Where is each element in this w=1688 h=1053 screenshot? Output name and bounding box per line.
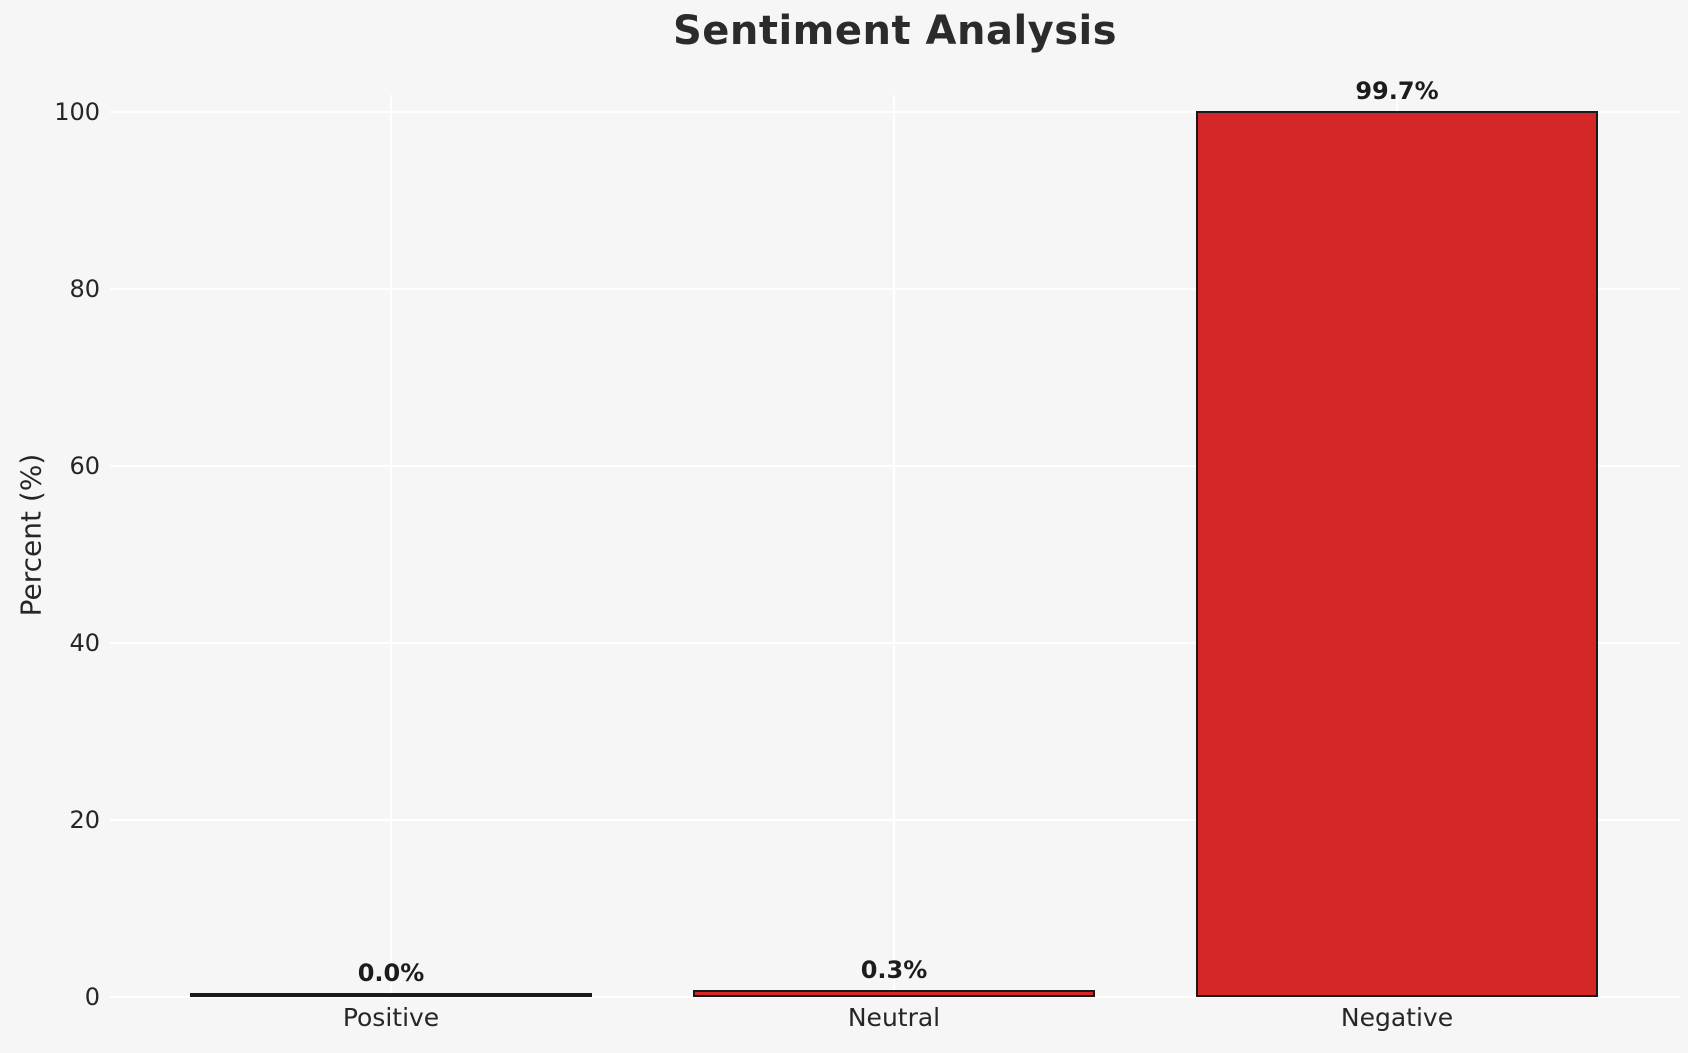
y-tick-label-80: 80 [69, 275, 100, 303]
h-gridline-80 [110, 288, 1680, 290]
h-gridline-0 [110, 996, 1680, 998]
y-tick-label-40: 40 [69, 629, 100, 657]
h-gridline-40 [110, 642, 1680, 644]
y-tick-label-100: 100 [54, 98, 100, 126]
x-tick-label-negative: Negative [1340, 1003, 1454, 1032]
v-gridline-positive [390, 95, 392, 997]
x-tick-label-neutral: Neutral [847, 1003, 941, 1032]
bar-neutral [693, 990, 1095, 997]
chart-title: Sentiment Analysis [672, 8, 1118, 54]
value-label-neutral: 0.3% [860, 956, 928, 984]
value-label-negative: 99.7% [1355, 77, 1439, 105]
h-gridline-60 [110, 465, 1680, 467]
y-tick-label-20: 20 [69, 806, 100, 834]
y-tick-label-0: 0 [84, 983, 100, 1011]
v-gridline-neutral [893, 95, 895, 997]
bar-negative [1196, 111, 1598, 997]
x-tick-label-positive: Positive [342, 1003, 440, 1032]
bar-positive [190, 993, 592, 997]
plot-area: 0.0% 0.3% 99.7% [110, 77, 1680, 998]
value-label-positive: 0.0% [357, 959, 425, 987]
h-gridline-100 [110, 111, 1680, 113]
h-gridline-20 [110, 819, 1680, 821]
y-tick-label-60: 60 [69, 452, 100, 480]
